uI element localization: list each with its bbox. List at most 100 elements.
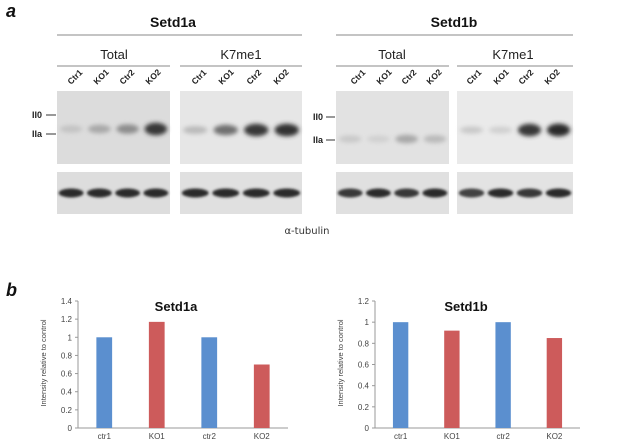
lane-label: Ctr1 bbox=[348, 67, 367, 86]
chart-marks: 0 0.2 0.4 0.6 0.8 1 1.2 ctr1 KO1 ctr2 KO2 bbox=[358, 297, 580, 441]
bar-ko2 bbox=[546, 338, 563, 428]
blot-band bbox=[88, 124, 111, 134]
bar-ctr2 bbox=[495, 322, 511, 428]
tubulin-band bbox=[212, 188, 240, 198]
x-tick-label: KO2 bbox=[546, 432, 563, 441]
y-tick-label: 0 bbox=[68, 424, 73, 433]
lane-label: KO1 bbox=[216, 67, 236, 87]
bar-ctr1 bbox=[96, 337, 113, 428]
tubulin-band bbox=[458, 188, 485, 198]
tubulin-band bbox=[242, 188, 270, 198]
y-tick-label: 1.2 bbox=[358, 297, 370, 306]
blot-band bbox=[459, 126, 484, 134]
band-label-iia: IIa bbox=[32, 129, 43, 139]
x-tick-label: KO1 bbox=[444, 432, 461, 441]
lane-label: KO1 bbox=[374, 67, 394, 87]
panel-a-label: a bbox=[6, 1, 16, 21]
band-layer bbox=[458, 188, 572, 198]
subgroup-title-setd1b-total: Total bbox=[378, 47, 406, 62]
tubulin-band bbox=[181, 188, 209, 198]
lane-label: KO1 bbox=[91, 67, 111, 87]
tubulin-band bbox=[337, 188, 363, 198]
y-tick-label: 1.4 bbox=[61, 297, 73, 306]
lane-label: KO2 bbox=[424, 67, 444, 87]
tubulin-band bbox=[143, 188, 169, 198]
x-tick-label: ctr2 bbox=[203, 432, 217, 441]
lane-label: KO2 bbox=[542, 67, 562, 87]
tubulin-band bbox=[516, 188, 543, 198]
band-layer bbox=[59, 122, 168, 136]
blot-band bbox=[183, 126, 208, 134]
tubulin-band bbox=[86, 188, 112, 198]
tubulin-band bbox=[487, 188, 514, 198]
tubulin-band bbox=[422, 188, 448, 198]
tubulin-band bbox=[394, 188, 420, 198]
bar-ko1 bbox=[444, 330, 460, 428]
y-tick-label: 1 bbox=[365, 318, 370, 327]
blot-band bbox=[213, 124, 238, 136]
lane-label: Ctr1 bbox=[189, 67, 208, 86]
tubulin-band bbox=[273, 188, 301, 198]
lane-label: KO2 bbox=[143, 67, 163, 87]
subgroup-title-setd1a-total: Total bbox=[100, 47, 128, 62]
bar-ctr2 bbox=[201, 337, 218, 428]
y-tick-label: 0.8 bbox=[61, 351, 73, 360]
band-label-iia: IIa bbox=[313, 135, 324, 145]
band-layer bbox=[459, 123, 571, 137]
subgroup-title-setd1b-k7me1: K7me1 bbox=[492, 47, 533, 62]
bar-chart-setd1b: Setd1b Intensity relative to control 0 0.… bbox=[336, 297, 580, 441]
blot-band bbox=[395, 134, 418, 144]
y-tick-label: 0.4 bbox=[358, 382, 370, 391]
blot-band bbox=[59, 125, 83, 133]
x-tick-label: ctr1 bbox=[98, 432, 112, 441]
lane-label: Ctr2 bbox=[117, 67, 136, 86]
y-tick-label: 1.2 bbox=[61, 315, 73, 324]
lane-label: Ctr1 bbox=[65, 67, 84, 86]
tubulin-band bbox=[58, 188, 84, 198]
bar-ko1 bbox=[148, 321, 165, 428]
band-label-ii0: II0 bbox=[32, 110, 42, 120]
chart-title: Setd1a bbox=[155, 299, 198, 314]
blot-image-setd1b-total bbox=[336, 91, 449, 164]
y-tick-label: 0.6 bbox=[61, 370, 73, 379]
x-tick-label: KO2 bbox=[254, 432, 271, 441]
bar-ko2 bbox=[253, 364, 270, 428]
panel-b-label: b bbox=[6, 280, 17, 300]
lane-label: Ctr2 bbox=[516, 67, 535, 86]
lane-label: Ctr2 bbox=[244, 67, 263, 86]
tubulin-band bbox=[545, 188, 572, 198]
blot-band bbox=[116, 124, 139, 134]
x-tick-label: KO1 bbox=[149, 432, 166, 441]
lane-label: KO1 bbox=[491, 67, 511, 87]
lane-label: KO2 bbox=[271, 67, 291, 87]
y-tick-label: 0.2 bbox=[358, 403, 370, 412]
chart-title: Setd1b bbox=[444, 299, 487, 314]
blot-band bbox=[144, 122, 168, 136]
y-axis-label: Intensity relative to control bbox=[39, 319, 48, 406]
y-tick-label: 1 bbox=[68, 333, 73, 342]
x-tick-label: ctr1 bbox=[394, 432, 408, 441]
blot-band bbox=[488, 126, 513, 134]
lane-label: Ctr1 bbox=[464, 67, 483, 86]
group-title-setd1b: Setd1b bbox=[431, 14, 478, 30]
y-tick-label: 0 bbox=[365, 424, 370, 433]
band-layer bbox=[58, 188, 169, 198]
band-layer bbox=[181, 188, 301, 198]
lane-label: Ctr2 bbox=[399, 67, 418, 86]
blot-band bbox=[244, 123, 269, 137]
blot-band bbox=[338, 135, 362, 143]
blot-band bbox=[423, 135, 447, 143]
blot-band bbox=[517, 123, 542, 137]
bar-chart-setd1a: Setd1a Intensity relative to control 0 0.… bbox=[39, 297, 288, 441]
loading-control-label: α-tubulin bbox=[284, 226, 329, 237]
blot-band bbox=[546, 123, 571, 137]
blot-band bbox=[367, 135, 390, 143]
x-tick-label: ctr2 bbox=[496, 432, 510, 441]
y-tick-label: 0.4 bbox=[61, 388, 73, 397]
blot-group-setd1b: Setd1b Total K7me1 Ctr1 KO1 Ctr2 KO2 Ctr… bbox=[313, 14, 573, 214]
group-title-setd1a: Setd1a bbox=[150, 14, 196, 30]
y-tick-label: 0.8 bbox=[358, 339, 370, 348]
bar-ctr1 bbox=[392, 322, 409, 428]
band-label-ii0: II0 bbox=[313, 112, 323, 122]
